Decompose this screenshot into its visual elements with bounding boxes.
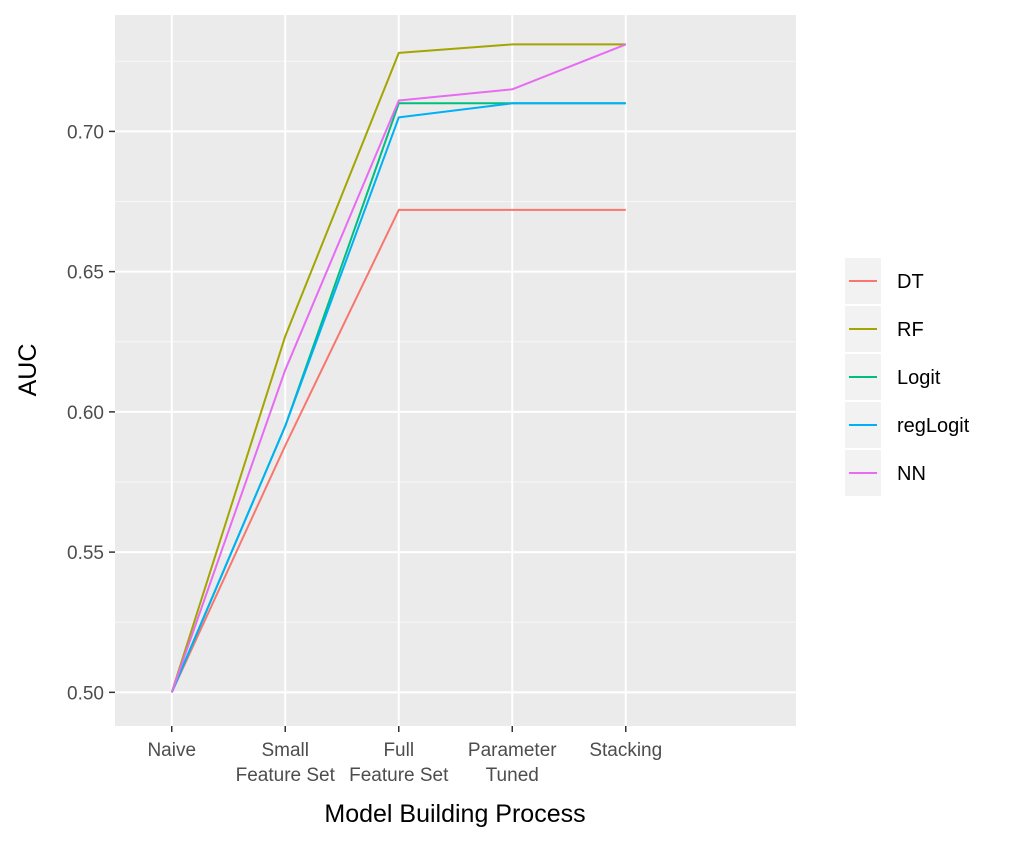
legend: DT RF Logit regLogit NN <box>845 258 970 496</box>
y-tick-label-2: 0.60 <box>67 403 104 424</box>
y-tick-label-4: 0.70 <box>67 122 104 143</box>
x-tick-label-4: Stacking <box>589 740 662 761</box>
x-tick-label-1: Small Feature Set <box>236 740 336 786</box>
minor-gridlines <box>115 60 796 623</box>
x-tick-label-0: Naive <box>147 740 196 761</box>
plot-panel <box>115 15 796 726</box>
y-tick-label-1: 0.55 <box>67 543 104 564</box>
series-line-nn <box>170 43 627 693</box>
major-gridlines <box>115 15 796 726</box>
series-lines <box>170 43 627 693</box>
series-line-rf <box>170 43 626 693</box>
y-axis-title: AUC <box>14 344 42 397</box>
x-tick-label-2: Full Feature Set <box>349 740 449 786</box>
y-axis: 0.50 0.55 0.60 0.65 0.70 <box>67 122 115 704</box>
series-line-reglogit <box>170 102 626 693</box>
legend-label-dt: DT <box>897 271 924 293</box>
legend-label-rf: RF <box>897 319 924 341</box>
series-line-dt <box>170 208 626 693</box>
legend-label-logit: Logit <box>897 367 941 389</box>
y-tick-label-3: 0.65 <box>67 263 104 284</box>
x-axis: Naive Small Feature Set Full Feature Set Para… <box>147 726 662 786</box>
y-tick-label-0: 0.50 <box>67 683 104 704</box>
x-tick-label-3: Parameter Tuned <box>468 740 557 786</box>
legend-label-reglogit: regLogit <box>897 415 970 437</box>
legend-label-nn: NN <box>897 463 926 485</box>
x-axis-title: Model Building Process <box>324 800 585 828</box>
